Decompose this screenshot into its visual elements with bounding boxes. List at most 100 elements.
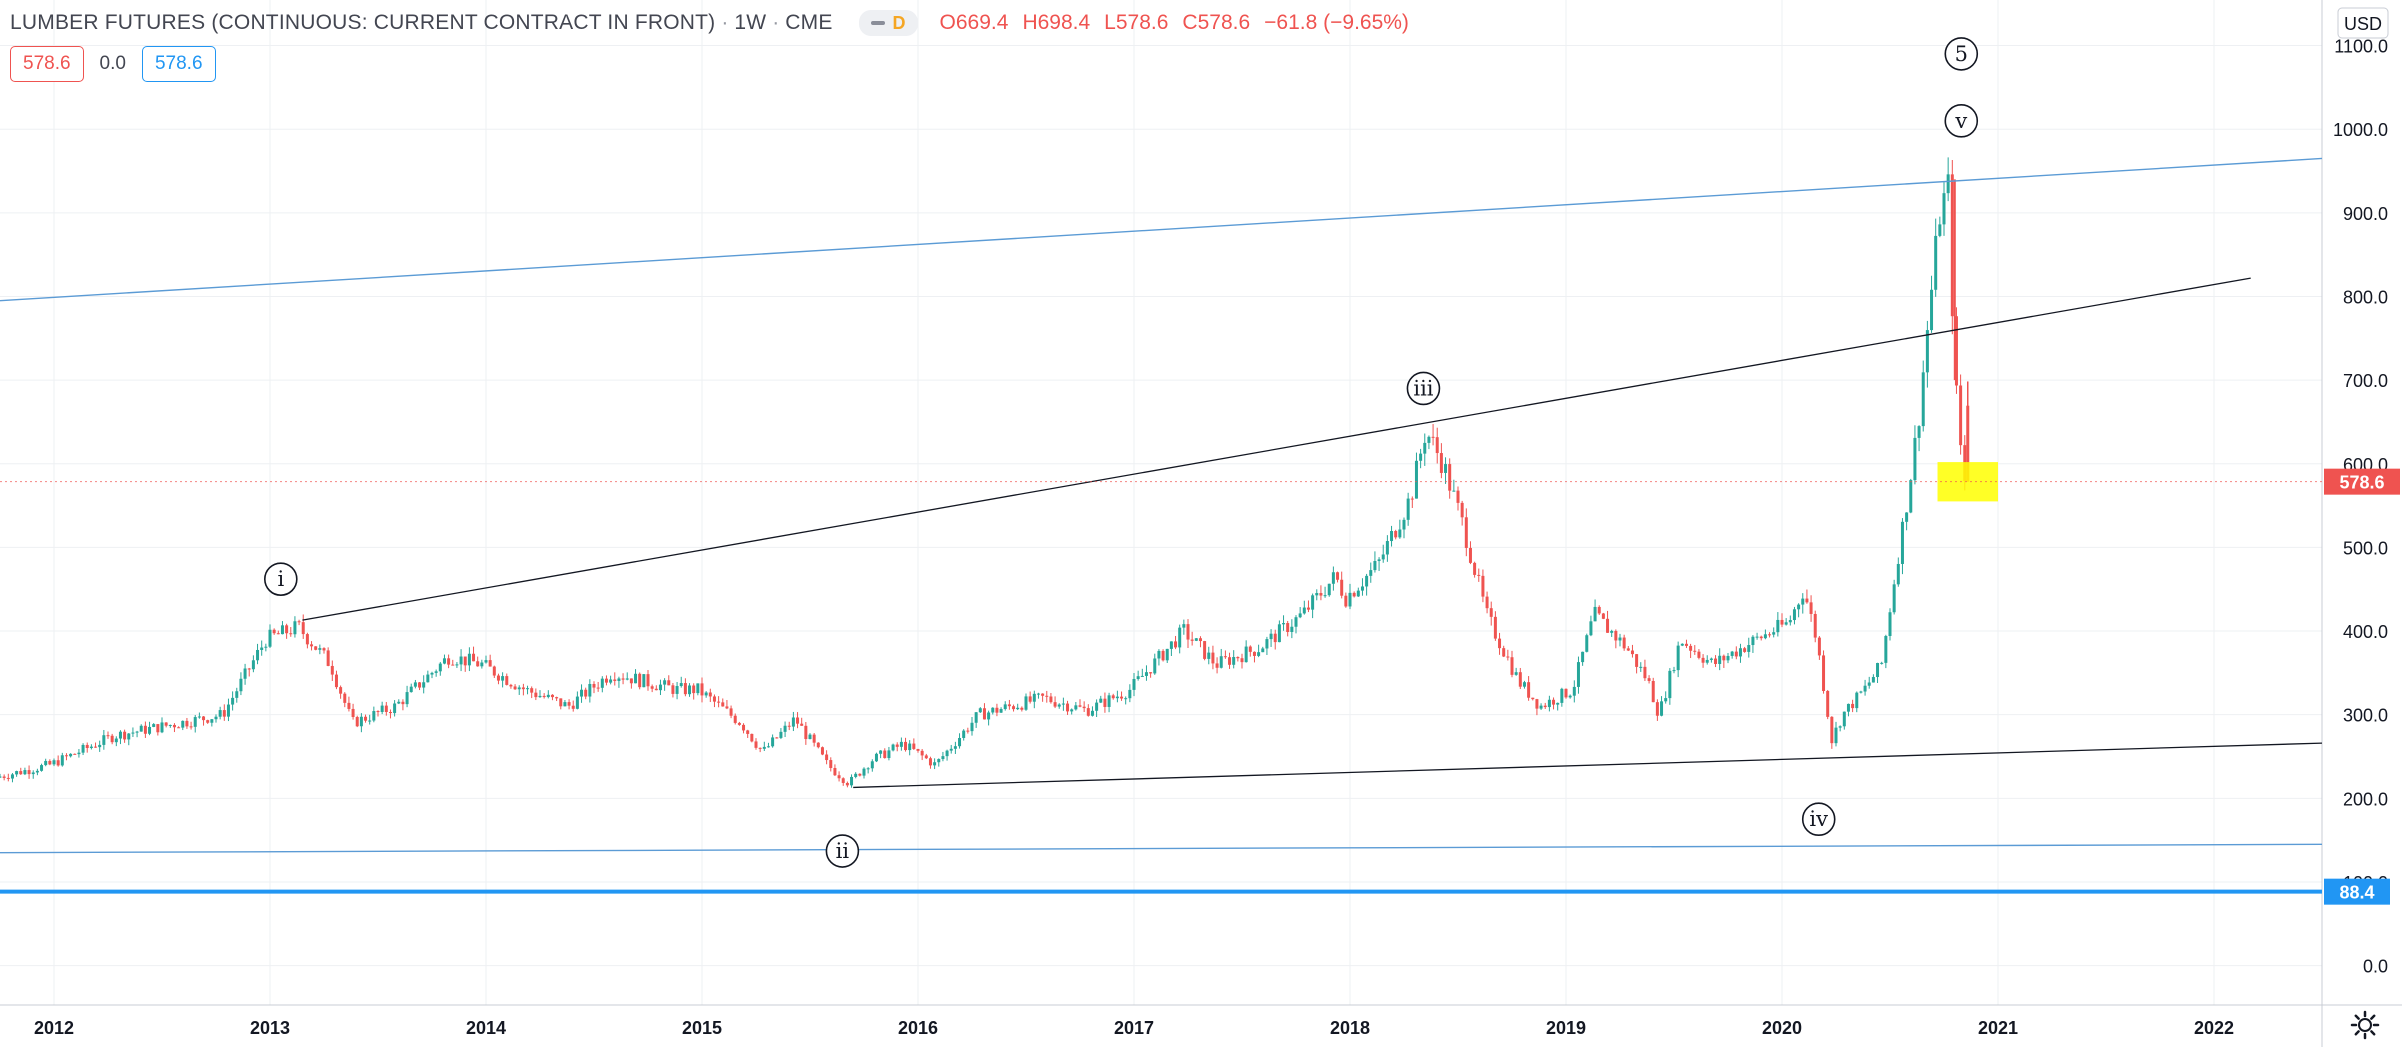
candle-body [945,750,949,757]
wave-label-text: v [1954,109,1967,133]
time-tick-label: 2013 [250,1018,290,1038]
gear-icon[interactable] [2350,1010,2380,1040]
candle-body [23,770,27,775]
price-tick-label: 900.0 [2343,204,2388,224]
candle-body [1331,572,1335,584]
candle-body [1373,561,1377,571]
candle-body [1876,662,1880,678]
candle-body [1186,624,1190,640]
candle-body [1327,583,1331,596]
candle-body [1161,650,1165,661]
candle-body [538,695,542,698]
legend-separator: · [721,11,729,34]
candle-body [1701,657,1705,663]
wave-label-circle[interactable] [263,562,298,596]
candle-body [1298,613,1302,618]
candle-body [1269,633,1273,640]
candle-body [1381,554,1385,560]
candle-body [1921,372,1925,427]
candle-body [172,724,176,728]
buy-price-button[interactable]: 578.6 [141,46,216,82]
candle-body [1601,613,1605,619]
candle-body [1460,502,1464,518]
candle-body [974,712,978,723]
candle-body [0,776,2,778]
candle-body [1851,703,1855,709]
candle-body [663,680,667,685]
candle-body [1211,652,1215,664]
candle-body [351,708,355,717]
candle-body [1348,592,1352,607]
candle-body [1784,622,1788,625]
candle-body [1344,595,1348,607]
candle-body [1444,464,1448,473]
channel-line[interactable] [0,843,2323,854]
candle-body [384,705,388,712]
candle-body [409,686,413,693]
candle-body [1614,630,1618,641]
data-status-pill[interactable]: D [858,10,918,36]
candle-body [1099,698,1103,703]
currency-box[interactable] [2337,7,2389,39]
wave-label-circle[interactable] [1801,802,1836,837]
candle-body [496,675,500,681]
candle-body [933,762,937,766]
wave-label-circle[interactable] [1944,37,1979,71]
candle-body [131,732,135,734]
candle-body [1547,699,1551,708]
trend-line[interactable] [302,277,2251,621]
candle-body [94,746,98,748]
candle-body [530,688,534,693]
wave-label-circle[interactable] [1944,104,1979,138]
highlight-box[interactable] [1937,462,1998,502]
candle-body [347,702,351,709]
candle-body [1165,648,1169,661]
candle-body [1290,626,1294,633]
interval-label[interactable]: 1W [734,11,767,34]
candle-body [1007,704,1011,707]
candle-body [1452,490,1456,492]
candle-body [1593,606,1597,622]
candle-body [654,688,658,691]
candle-body [1855,692,1859,709]
candle-body [1913,437,1917,481]
candle-body [476,661,480,667]
candle-body [883,750,887,759]
candle-body [118,731,122,739]
candle-body [517,687,521,690]
trend-line[interactable] [853,742,2323,789]
candle-body [114,738,118,743]
candle-body [260,647,264,650]
candle-body [596,687,600,689]
candle-body [1842,711,1846,727]
candle-body [210,719,214,723]
candle-body [1128,689,1132,699]
candle-body [679,683,683,687]
candle-body [1228,657,1232,665]
candle-body [667,680,671,686]
candle-body [1398,529,1402,538]
candle-body [2,776,6,778]
candle-body [1684,643,1688,646]
candle-body [1153,658,1157,674]
candle-body [1003,704,1007,710]
candle-body [1925,330,1929,373]
wave-label-circle[interactable] [1406,371,1441,406]
candle-body [44,760,48,766]
candle-body [862,768,866,776]
candle-body [231,697,235,705]
sell-price-button[interactable]: 578.6 [10,46,84,82]
wave-label-circle[interactable] [825,834,860,868]
candle-body [991,707,995,713]
symbol-title[interactable]: LUMBER FUTURES (CONTINUOUS: CURRENT CONT… [10,11,716,34]
candle-body [1714,658,1718,664]
candle-body [1535,699,1539,709]
candle-body [1759,636,1763,639]
candle-body [1477,574,1481,576]
candle-body [1817,637,1821,656]
channel-line[interactable] [0,157,2323,302]
candle-body [1028,696,1032,702]
candle-body [559,698,563,707]
time-tick-label: 2014 [466,1018,506,1038]
